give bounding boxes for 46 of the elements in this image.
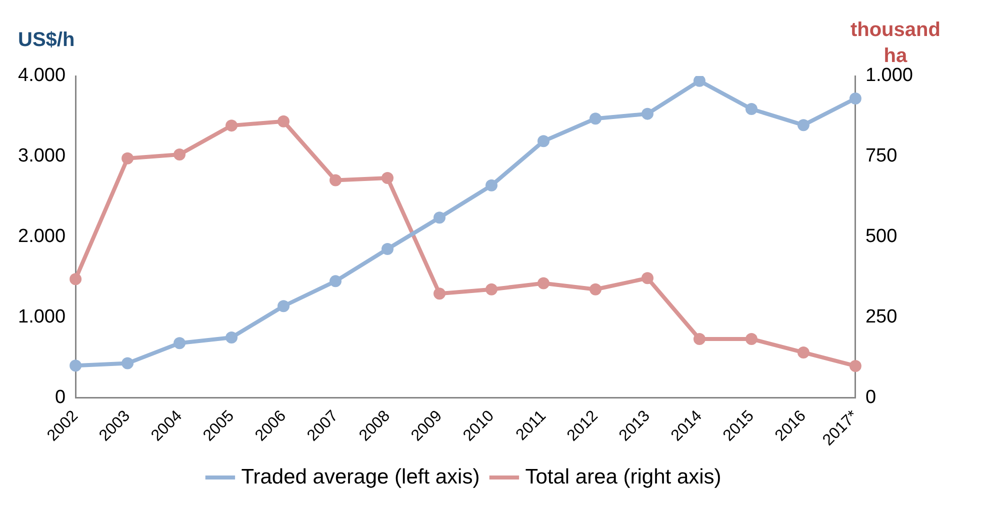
point: [797, 119, 810, 132]
point: [174, 148, 186, 161]
point: [537, 135, 550, 148]
y-tick-label: 3.000: [18, 146, 66, 167]
point: [70, 360, 82, 372]
y2-tick-label: 0: [865, 387, 876, 408]
point: [537, 277, 550, 290]
point: [745, 102, 758, 115]
point: [226, 332, 238, 344]
y2-tick-label: 250: [865, 306, 898, 328]
point: [330, 174, 342, 186]
point: [485, 283, 498, 296]
point: [382, 242, 394, 255]
point: [745, 332, 758, 345]
point: [849, 360, 862, 372]
point: [693, 76, 706, 87]
y2-tick-label: 1.000: [865, 65, 913, 86]
point: [434, 288, 446, 300]
point: [641, 272, 654, 284]
point: [122, 357, 134, 370]
point: [122, 152, 134, 164]
legend-label: Total area (right axis): [525, 465, 722, 488]
y-tick-label: 0: [54, 387, 66, 408]
legend-label: Traded average (left axis): [241, 465, 480, 488]
point: [589, 112, 602, 125]
point: [641, 108, 654, 120]
point: [382, 172, 394, 184]
y2-tick-label: 500: [865, 226, 898, 248]
y-tick-label: 2.000: [18, 226, 66, 248]
point: [485, 179, 498, 192]
point: [330, 275, 342, 288]
point: [174, 337, 186, 350]
y-tick-label: 1.000: [18, 306, 66, 328]
point: [434, 212, 446, 224]
y-axis-title: US$/h: [18, 29, 75, 51]
y2-tick-label: 750: [865, 146, 898, 167]
y2-axis-title: thousand ha: [850, 19, 940, 67]
point: [278, 300, 290, 312]
point: [589, 283, 602, 296]
point: [797, 346, 810, 358]
point: [849, 92, 862, 105]
point: [70, 273, 82, 286]
point: [226, 120, 238, 132]
y-tick-label: 4.000: [18, 65, 66, 86]
point: [693, 332, 706, 345]
point: [278, 115, 290, 128]
